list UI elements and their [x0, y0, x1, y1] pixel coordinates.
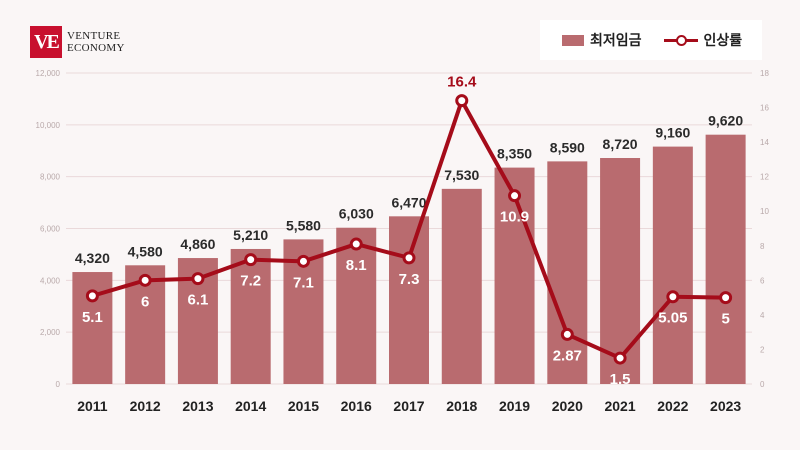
y2-tick-label: 14: [760, 138, 769, 147]
x-tick-label: 2013: [182, 398, 213, 414]
rate-marker: [191, 272, 205, 286]
y2-tick-label: 18: [760, 69, 769, 78]
x-tick-label: 2021: [604, 398, 635, 414]
y2-tick-label: 0: [760, 380, 765, 389]
legend-label-line: 인상률: [703, 32, 743, 48]
bar-value-label: 4,320: [75, 250, 110, 266]
x-tick-label: 2018: [446, 398, 477, 414]
rate-value-label: 7.3: [399, 271, 420, 288]
x-tick-label: 2011: [77, 398, 108, 414]
rate-value-label: 5.1: [82, 309, 103, 326]
rate-value-label: 10.9: [500, 209, 529, 226]
rate-marker: [85, 289, 99, 303]
y2-tick-label: 4: [760, 311, 765, 320]
bar-value-label: 4,580: [128, 243, 163, 259]
rate-value-label: 1.5: [610, 371, 631, 388]
rate-value-label: 6.1: [187, 292, 208, 309]
rate-marker: [402, 251, 416, 265]
rate-marker: [560, 327, 574, 341]
y2-tick-label: 12: [760, 173, 769, 182]
y2-tick-label: 16: [760, 104, 769, 113]
bar-value-label: 8,720: [603, 136, 638, 152]
y-tick-label: 6,000: [40, 225, 61, 234]
x-tick-label: 2023: [710, 398, 741, 414]
bar: [494, 167, 535, 384]
bar: [336, 227, 377, 384]
x-tick-label: 2016: [341, 398, 372, 414]
y2-tick-label: 2: [760, 345, 765, 354]
rate-value-label: 6: [141, 293, 149, 310]
rate-value-label: 5: [721, 311, 729, 328]
rate-value-label: 5.05: [658, 310, 687, 327]
rate-line: [91, 98, 726, 361]
rate-value-label: 7.2: [240, 273, 261, 290]
rate-value-label: 7.1: [293, 274, 314, 291]
bar-value-label: 6,470: [391, 194, 426, 210]
y-tick-label: 12,000: [36, 69, 61, 78]
rate-value-label: 8.1: [346, 257, 367, 274]
rate-value-label: 2.87: [553, 347, 582, 364]
bar-value-label: 8,590: [550, 139, 585, 155]
bar-value-label: 7,530: [444, 167, 479, 183]
legend-item-bar: 최저임금: [562, 30, 642, 50]
x-tick-label: 2017: [393, 398, 424, 414]
x-tick-label: 2014: [235, 398, 266, 414]
legend-swatch-line: [663, 34, 698, 46]
bar: [652, 146, 693, 384]
rate-marker: [349, 237, 363, 251]
rate-marker: [613, 351, 627, 365]
bar-value-label: 6,030: [339, 206, 374, 222]
x-tick-label: 2012: [130, 398, 161, 414]
legend: 최저임금 인상률: [540, 20, 762, 60]
y2-tick-label: 10: [760, 207, 769, 216]
rate-marker: [719, 291, 733, 305]
x-tick-label: 2015: [288, 398, 319, 414]
bar-value-label: 8,350: [497, 146, 532, 162]
bar: [389, 216, 429, 384]
x-tick-label: 2020: [552, 398, 583, 414]
rate-marker: [508, 189, 522, 203]
bar: [547, 161, 588, 384]
logo-line-2: ECONOMY: [67, 42, 125, 54]
bar-value-label: 5,210: [233, 227, 268, 243]
rate-marker: [455, 94, 469, 108]
bar: [177, 258, 218, 384]
bar-value-label: 9,620: [708, 113, 743, 129]
bar: [600, 158, 641, 384]
rate-value-label: 16.4: [447, 74, 477, 91]
logo-text: VENTURE ECONOMY: [67, 30, 125, 54]
bar: [72, 272, 113, 384]
rate-marker: [138, 273, 152, 287]
x-tick-label: 2022: [657, 398, 688, 414]
y-tick-label: 8,000: [40, 173, 61, 182]
y2-tick-label: 6: [760, 276, 765, 285]
logo-mark: VE: [30, 26, 62, 58]
bar: [230, 248, 271, 384]
y-tick-label: 0: [56, 380, 61, 389]
y-tick-label: 4,000: [40, 276, 61, 285]
bar: [705, 134, 746, 384]
brand-logo: VE VENTURE ECONOMY: [30, 26, 125, 58]
bar-value-label: 5,580: [286, 217, 321, 233]
bar: [441, 188, 482, 384]
rate-marker: [244, 253, 258, 267]
rate-marker: [666, 290, 680, 304]
y2-tick-label: 8: [760, 242, 765, 251]
y-tick-label: 2,000: [40, 328, 61, 337]
legend-swatch-bar: [562, 34, 584, 46]
legend-label-bar: 최저임금: [590, 32, 642, 48]
logo-line-1: VENTURE: [67, 30, 121, 42]
bar-value-label: 9,160: [655, 125, 690, 141]
rate-marker: [296, 254, 310, 268]
bar-value-label: 4,860: [180, 236, 215, 252]
bar: [125, 265, 166, 384]
y-tick-label: 10,000: [36, 121, 61, 130]
bar: [283, 239, 324, 384]
legend-item-line: 인상률: [663, 30, 743, 50]
x-tick-label: 2019: [499, 398, 530, 414]
